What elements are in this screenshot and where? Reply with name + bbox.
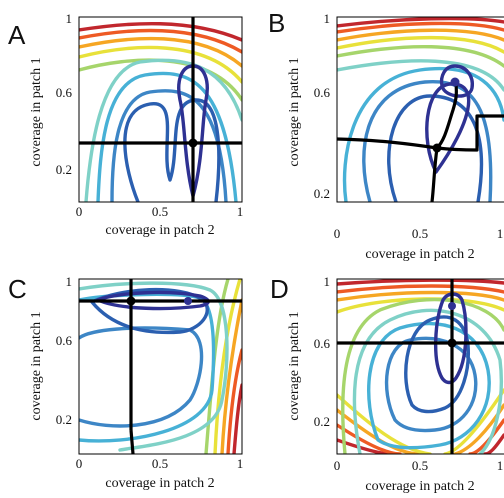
contour-d-6 <box>341 297 504 454</box>
contours-c <box>79 279 242 454</box>
contour-c-5 <box>79 281 229 452</box>
xtick-b-1: 1 <box>497 226 504 241</box>
ytick-d-1: 1 <box>324 274 331 289</box>
contour-d-4 <box>367 321 491 450</box>
xtick-b-0: 0 <box>334 226 341 241</box>
contour-b-4 <box>342 67 504 202</box>
ytick-b-06: 0.6 <box>314 85 331 100</box>
intersection-point-b <box>432 143 442 153</box>
contour-a-7 <box>79 45 242 84</box>
intersection-point-a <box>188 138 198 148</box>
xtick-d-1: 1 <box>497 458 504 473</box>
ytick-c-02: 0.2 <box>56 412 72 427</box>
xtick-d-0: 0 <box>334 458 341 473</box>
contour-c-4 <box>79 292 216 443</box>
xtick-a-0: 0 <box>76 204 83 219</box>
contour-b-10 <box>337 17 504 28</box>
contour-d-3 <box>384 336 478 433</box>
xlabel-c: coverage in patch 2 <box>105 476 214 491</box>
response-curve-2-b <box>430 114 504 203</box>
response-curve-1-b <box>336 83 458 150</box>
contour-b-9 <box>337 21 504 34</box>
xtick-a-05: 0.5 <box>152 204 168 219</box>
intersection-point-c <box>126 296 136 306</box>
panel-letter-d: D <box>270 274 289 304</box>
contour-c-9 <box>226 348 242 454</box>
contour-c-3 <box>79 326 204 428</box>
xlabel-b: coverage in patch 2 <box>365 247 474 262</box>
contour-d-10a <box>337 279 504 286</box>
intersection-point-d <box>447 338 457 348</box>
contour-a-9 <box>79 28 242 54</box>
xtick-c-0: 0 <box>76 456 83 471</box>
plot-frame-a <box>78 16 243 203</box>
contour-c-10 <box>232 383 242 454</box>
xtick-b-05: 0.5 <box>412 226 428 241</box>
panel-c: C coverage in patch 1 coverage in patch … <box>8 274 243 491</box>
ylabel-c: coverage in patch 1 <box>29 311 44 420</box>
xtick-c-1: 1 <box>237 456 244 471</box>
xtick-c-05: 0.5 <box>152 456 168 471</box>
ytick-b-02: 0.2 <box>314 186 330 201</box>
contour-d-5 <box>352 308 503 454</box>
contour-a-5 <box>84 58 242 202</box>
contour-a-8 <box>79 36 242 68</box>
ylabel-d: coverage in patch 1 <box>287 311 302 420</box>
contour-b-6 <box>337 45 504 68</box>
contour-a-3 <box>110 89 228 202</box>
ytick-c-1: 1 <box>66 274 73 289</box>
panel-letter-c: C <box>8 274 27 304</box>
contours-b <box>337 17 504 202</box>
contour-a-4 <box>96 71 238 202</box>
ylabel-b: coverage in patch 1 <box>287 57 302 166</box>
contour-c-7 <box>213 279 242 454</box>
contour-b-1a <box>425 82 471 174</box>
ytick-d-02: 0.2 <box>314 414 330 429</box>
ytick-a-02: 0.2 <box>56 162 72 177</box>
ytick-a-1: 1 <box>66 11 73 26</box>
ytick-d-06: 0.6 <box>314 336 331 351</box>
contour-c-8 <box>220 298 242 454</box>
contour-a-10 <box>79 21 242 42</box>
ytick-c-06: 0.6 <box>56 333 73 348</box>
optimum-point-b <box>450 77 460 87</box>
contour-a-2 <box>123 98 221 202</box>
optimum-point-c <box>184 297 192 305</box>
xlabel-d: coverage in patch 2 <box>365 479 474 494</box>
plot-frame-d <box>336 278 504 455</box>
plot-frame-c <box>78 278 243 455</box>
contour-b-2 <box>387 94 484 202</box>
contour-c-2 <box>90 287 209 335</box>
contour-b-5 <box>337 59 504 92</box>
contour-b-7 <box>337 35 504 54</box>
ylabel-a: coverage in patch 1 <box>29 57 44 166</box>
plot-frame-b <box>336 16 504 203</box>
contour-b-3 <box>362 80 493 202</box>
optimum-point-d <box>448 302 456 310</box>
panel-b: B coverage in patch 1 coverage in patch … <box>268 8 504 262</box>
xlabel-a: coverage in patch 2 <box>105 223 214 238</box>
xtick-a-1: 1 <box>237 204 244 219</box>
ytick-a-06: 0.6 <box>56 85 73 100</box>
panel-letter-b: B <box>268 8 285 38</box>
contour-b-8 <box>337 28 504 42</box>
panel-d: D coverage in patch 1 coverage in patch … <box>270 274 504 494</box>
panel-letter-a: A <box>8 20 26 50</box>
contours-a <box>79 21 242 202</box>
contour-d-9a <box>337 284 504 294</box>
panel-a: A coverage in patch 1 coverage in patch … <box>8 11 243 238</box>
contour-d-2 <box>404 315 470 414</box>
xtick-d-05: 0.5 <box>412 458 428 473</box>
response-line-tail-c <box>129 429 135 455</box>
ytick-b-1: 1 <box>324 11 331 26</box>
contours-d <box>337 279 504 454</box>
